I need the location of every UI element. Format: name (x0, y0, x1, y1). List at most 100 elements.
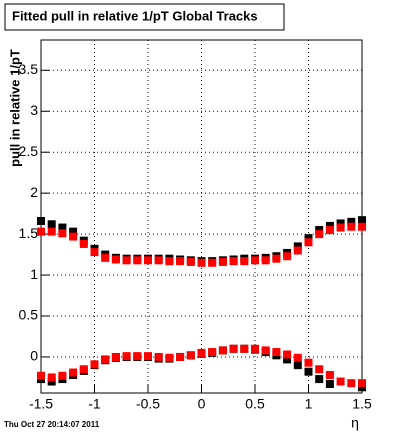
marker (283, 252, 292, 261)
y-tick-label: 2.5 (19, 143, 39, 159)
marker (197, 258, 206, 267)
marker (47, 373, 56, 382)
marker (272, 254, 281, 263)
x-tick-label: 0.5 (245, 396, 265, 412)
y-tick-label: 0 (30, 348, 38, 364)
marker (58, 371, 67, 380)
marker (304, 367, 313, 376)
marker (325, 221, 334, 230)
marker (315, 365, 324, 374)
marker (358, 222, 366, 231)
marker (293, 242, 302, 251)
marker (304, 358, 313, 367)
marker (58, 223, 67, 232)
marker (37, 217, 45, 226)
marker (358, 383, 366, 392)
marker (154, 352, 163, 361)
y-tick-label: 3 (30, 102, 38, 118)
marker (208, 258, 217, 267)
marker (144, 352, 152, 361)
marker (336, 377, 345, 386)
marker (325, 226, 334, 235)
marker (325, 379, 334, 388)
y-tick-label: 3.5 (19, 61, 39, 77)
marker (197, 348, 206, 357)
marker (218, 346, 227, 355)
marker (165, 257, 174, 266)
marker (261, 346, 270, 355)
marker (358, 379, 366, 388)
marker (304, 238, 313, 247)
marker (101, 253, 110, 262)
marker (240, 257, 249, 266)
marker (122, 256, 131, 265)
marker (315, 230, 324, 239)
marker (122, 352, 131, 361)
marker (251, 256, 259, 265)
marker (229, 344, 238, 353)
y-tick-label: 1 (30, 266, 38, 282)
marker (208, 348, 217, 357)
marker (283, 355, 292, 364)
x-tick-label: 1.5 (352, 396, 372, 412)
marker (90, 360, 99, 369)
x-tick-label: -1 (88, 396, 101, 412)
marker (336, 223, 345, 232)
marker (133, 352, 142, 361)
marker (69, 232, 78, 241)
marker (293, 361, 302, 370)
marker (165, 353, 174, 362)
marker (186, 257, 195, 266)
marker (251, 344, 259, 353)
x-tick-label: 0 (198, 396, 206, 412)
marker (176, 352, 185, 361)
marker (90, 248, 99, 257)
marker (101, 355, 110, 364)
y-axis-label: pull in relative 1/pT (7, 49, 22, 167)
marker (186, 351, 195, 360)
marker (111, 255, 120, 264)
marker (47, 227, 56, 236)
marker (336, 219, 345, 228)
y-tick-label: 2 (30, 184, 38, 200)
marker (293, 246, 302, 255)
marker (283, 350, 292, 359)
marker (133, 256, 142, 265)
marker (58, 229, 67, 238)
chart-title: Fitted pull in relative 1/pT Global Trac… (12, 8, 258, 23)
title-box (4, 3, 285, 31)
marker (111, 352, 120, 361)
marker (69, 368, 78, 377)
marker (47, 220, 56, 229)
marker (37, 227, 45, 236)
footer: Thu Oct 27 20:14:07 2011 (4, 420, 100, 429)
marker (37, 371, 45, 380)
marker (293, 353, 302, 362)
marker (272, 348, 281, 357)
marker (240, 344, 249, 353)
marker (69, 227, 78, 236)
x-tick-label: -0.5 (136, 396, 160, 412)
y-tick-label: 0.5 (19, 307, 39, 323)
marker (315, 226, 324, 235)
x-tick-label: -1.5 (29, 396, 53, 412)
x-axis-label: η (351, 415, 359, 431)
marker (79, 239, 88, 248)
marker (304, 234, 313, 243)
marker (315, 375, 324, 384)
marker (347, 379, 356, 388)
marker (325, 370, 334, 379)
marker (144, 256, 152, 265)
marker (218, 257, 227, 266)
marker (154, 256, 163, 265)
marker (347, 217, 356, 226)
x-tick-label: 1 (305, 396, 313, 412)
y-tick-label: 1.5 (19, 225, 39, 241)
marker (79, 365, 88, 374)
marker (347, 222, 356, 231)
marker (261, 256, 270, 265)
marker (358, 216, 366, 225)
marker (229, 257, 238, 266)
